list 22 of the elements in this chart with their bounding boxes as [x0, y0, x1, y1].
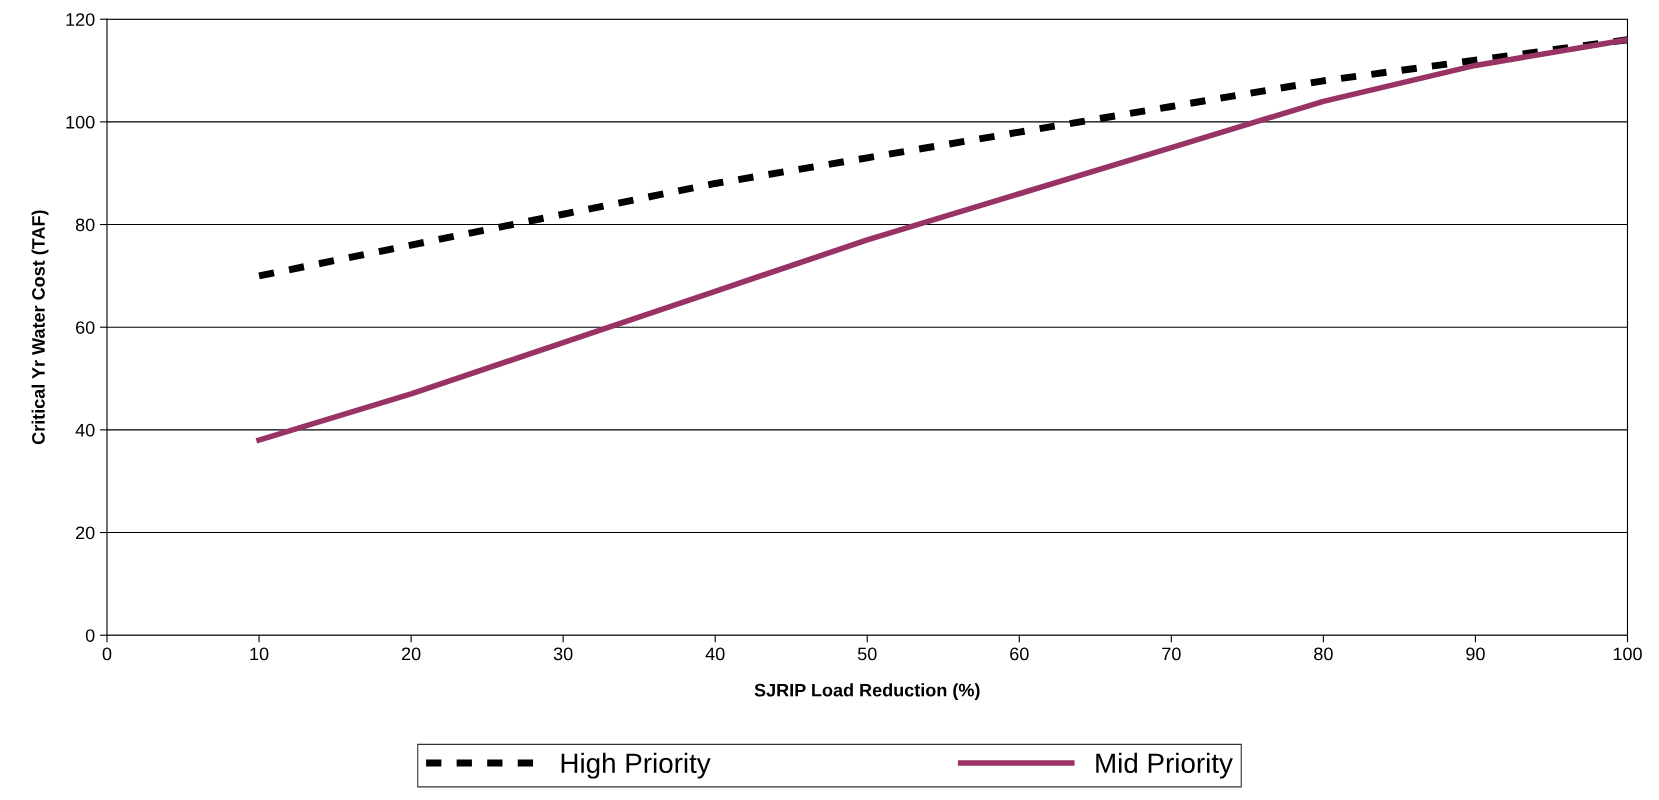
y-tick-label: 120: [66, 13, 95, 26]
x-tick-label: 60: [1010, 647, 1029, 661]
y-tick-label: 20: [76, 526, 95, 540]
legend-label: High Priority: [561, 752, 711, 779]
x-tick-label: 90: [1466, 647, 1485, 661]
y-axis-title: Critical Yr Water Cost (TAF): [31, 210, 49, 445]
x-tick-label: 0: [102, 647, 112, 661]
x-axis-title: SJRIP Load Reduction (%): [754, 683, 980, 701]
x-tick-label: 30: [553, 647, 573, 661]
x-tick-label: 40: [705, 647, 725, 661]
x-tick-label: 70: [1162, 647, 1181, 661]
x-tick-label: 100: [1613, 647, 1642, 661]
y-tick-label: 80: [75, 218, 95, 232]
legend-label: Mid Priority: [1096, 752, 1233, 779]
y-tick-label: 0: [85, 629, 95, 642]
y-tick-label: 100: [66, 115, 95, 129]
x-tick-label: 80: [1314, 647, 1333, 661]
y-tick-label: 40: [75, 423, 95, 437]
x-tick-label: 10: [250, 647, 269, 661]
y-tick-label: 60: [76, 321, 95, 334]
x-tick-label: 50: [857, 647, 877, 661]
x-tick-label: 20: [401, 647, 421, 661]
